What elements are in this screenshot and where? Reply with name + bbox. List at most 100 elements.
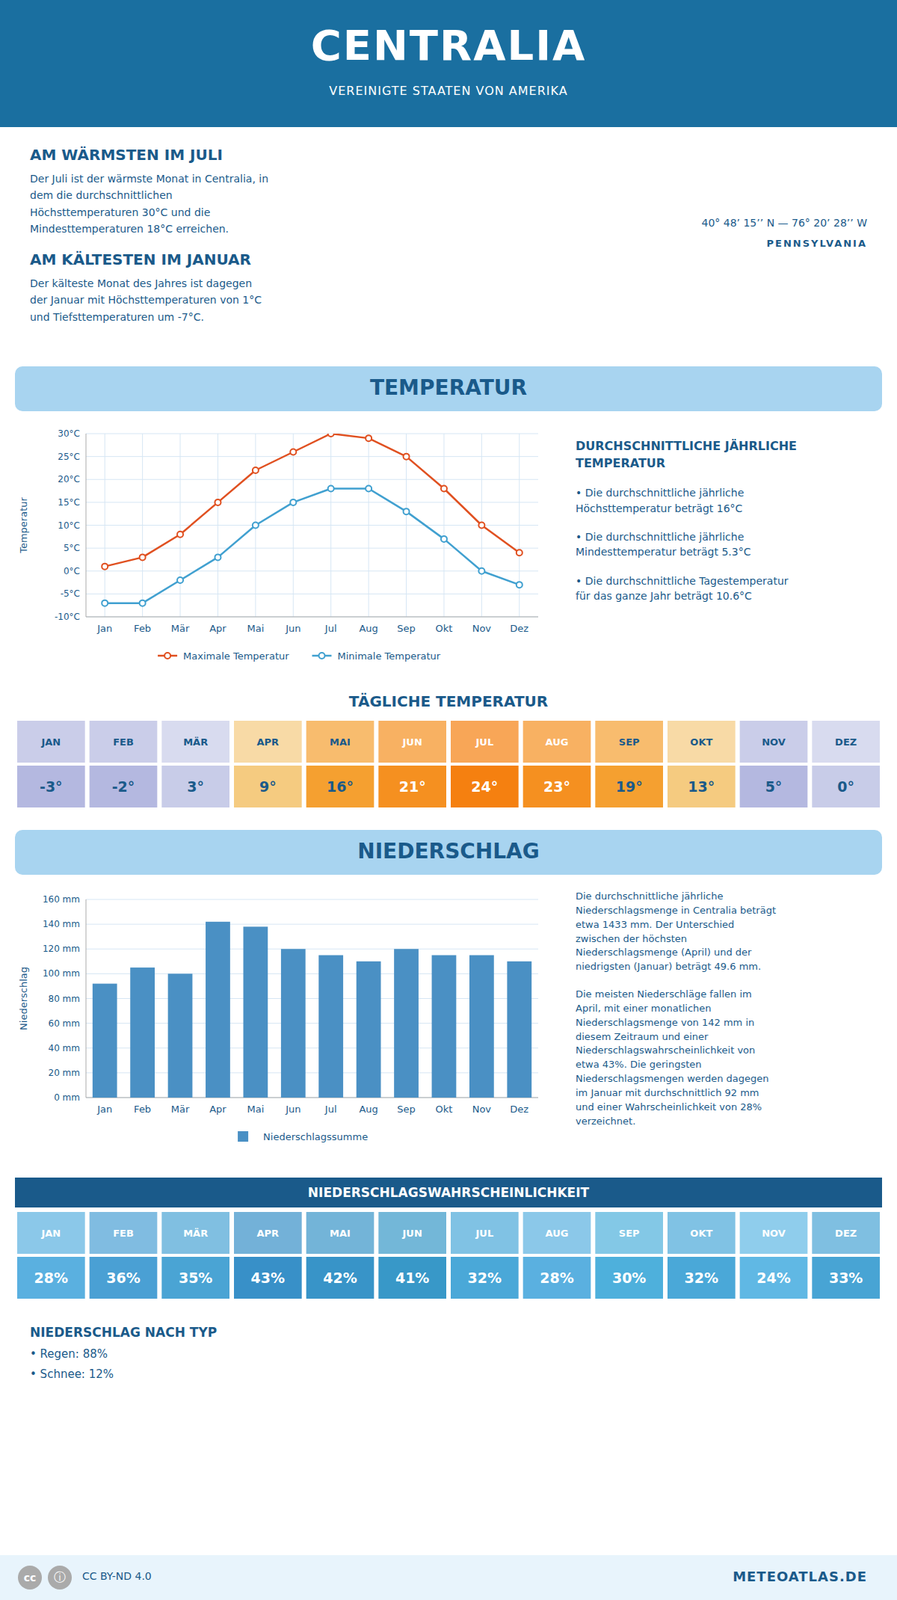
grid-line (85, 923, 539, 925)
x-tick-label: Apr (209, 622, 227, 634)
y-tick-label: 140 mm (42, 918, 80, 930)
label-cell (233, 720, 302, 763)
data-label: 9° (259, 778, 277, 795)
label-cell (378, 1211, 447, 1254)
plot-area (92, 921, 532, 1098)
data-label: 23° (543, 778, 571, 795)
chart: 0 mm20 mm40 mm60 mm80 mm100 mm120 mm140 … (14, 888, 554, 1158)
label-cell (161, 720, 230, 763)
x-tick-label: Feb (133, 622, 151, 634)
marker (290, 499, 297, 506)
data-label: 36% (106, 1269, 140, 1286)
cell-label: DEZ (834, 1227, 857, 1239)
y-axis (85, 433, 87, 617)
x-tick-label: Jan (96, 622, 113, 634)
legend-label: Minimale Temperatur (337, 650, 442, 662)
x-tick-label: Aug (358, 622, 378, 634)
license: CC BY-ND 4.0 (82, 1569, 152, 1582)
table-header: NIEDERSCHLAGSWAHRSCHEINLICHKEIT (14, 1177, 883, 1208)
label-cell (811, 720, 880, 763)
state: PENNSYLVANIA (478, 237, 868, 249)
data-label: 33% (828, 1269, 863, 1286)
value-cell (740, 1256, 809, 1299)
coordinates: 40° 48’ 15’’ N — 76° 20’ 28’’ W (478, 216, 868, 229)
y-tick-label: 10°C (57, 520, 80, 531)
cell-label: NOV (761, 736, 786, 748)
x-tick-label: Jun (284, 622, 301, 634)
data-label: 30% (612, 1269, 646, 1286)
label-cell (595, 1211, 664, 1254)
y-tick-label: 100 mm (42, 968, 80, 979)
marker (214, 499, 221, 506)
cell-label: JUN (402, 736, 423, 748)
data-label: 21° (399, 778, 427, 795)
marker (441, 485, 448, 492)
grid-line (330, 433, 332, 617)
section-header: TEMPERATUR (14, 366, 883, 412)
label-cell (306, 1211, 375, 1254)
y-tick-label: 0°C (63, 565, 80, 577)
bar (393, 948, 419, 1098)
x-tick-label: Feb (133, 1103, 151, 1115)
x-tick-label: Sep (396, 622, 416, 634)
value-cell (523, 1256, 592, 1299)
marker (516, 549, 523, 556)
label-cell (161, 1211, 230, 1254)
line (104, 433, 520, 567)
x-tick-label: Jan (96, 1103, 113, 1115)
grid-line (443, 433, 445, 617)
legend: Maximale Temperatur Minimale Temperatur (157, 650, 442, 662)
data-label: -2° (112, 778, 136, 795)
marker (441, 535, 448, 542)
cell-label: JUL (474, 736, 494, 748)
marker (101, 600, 108, 607)
legend-label: Maximale Temperatur (183, 650, 290, 662)
y-tick-label: 120 mm (42, 943, 80, 954)
marker (177, 577, 184, 584)
x-tick-label: Mai (246, 1103, 264, 1115)
data-label: -3° (39, 778, 63, 795)
value-cell (161, 1256, 230, 1299)
cell-label: JUL (474, 1227, 494, 1239)
x-tick-label: Sep (396, 1103, 416, 1115)
data-label: 28% (34, 1269, 69, 1286)
grid-line (85, 948, 539, 950)
cc-icon: cc (17, 1565, 42, 1590)
y-axis (85, 899, 87, 1098)
label-cell (740, 720, 809, 763)
table: JAN28%FEB36%MÄR35%APR43%MAI42%JUN41%JUL3… (14, 1210, 883, 1302)
annotation: DURCHSCHNITTLICHE JÄHRLICHE TEMPERATUR (575, 437, 883, 472)
label-cell (523, 1211, 592, 1254)
grid-line (85, 547, 539, 549)
bar (469, 955, 495, 1098)
value-cell (595, 1256, 664, 1299)
legend-marker (319, 652, 326, 659)
bar (356, 961, 382, 1098)
value-cell (161, 765, 230, 808)
bar (242, 926, 268, 1098)
annotation: • Regen: 88% (29, 1346, 479, 1363)
cell-label: SEP (618, 1227, 640, 1239)
x-tick-label: Okt (435, 1103, 453, 1115)
cold-title: AM KÄLTESTEN IM JANUAR (29, 250, 252, 269)
label-cell (740, 1211, 809, 1254)
annotation: NIEDERSCHLAG NACH TYP (29, 1323, 479, 1342)
grid-line (85, 524, 539, 526)
x-tick-label: Mär (171, 1103, 190, 1115)
annotation: • Schnee: 12% (29, 1366, 479, 1383)
annotation: • Die durchschnittliche Tagestemperatur … (575, 573, 883, 604)
grid-line (85, 616, 539, 618)
marker (252, 522, 259, 529)
data-label: 3° (186, 778, 205, 795)
label-cell (17, 720, 86, 763)
grid-line (85, 479, 539, 480)
marker (290, 449, 297, 456)
cell-label: SEP (618, 736, 640, 748)
label-cell (378, 720, 447, 763)
x-axis (85, 616, 539, 618)
cell-label: DEZ (834, 736, 857, 748)
x-tick-label: Dez (509, 1103, 529, 1115)
marker (328, 433, 335, 437)
x-tick-label: Dez (509, 622, 529, 634)
value-cell (667, 1256, 736, 1299)
